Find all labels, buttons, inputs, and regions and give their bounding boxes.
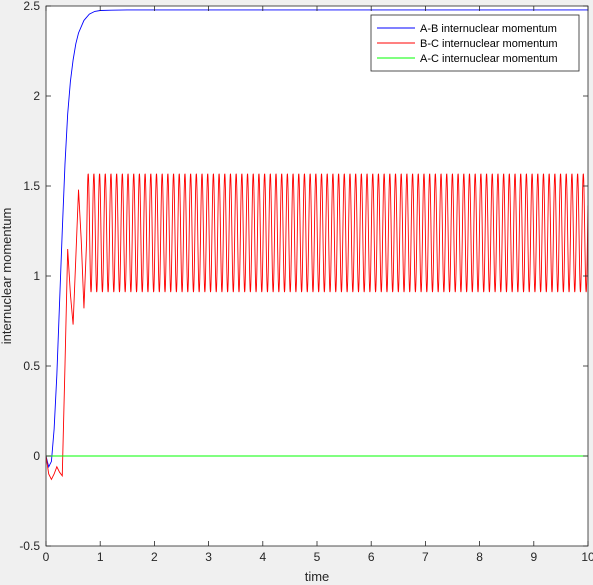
x-tick-label: 6 <box>368 550 375 564</box>
x-tick-label: 3 <box>205 550 212 564</box>
x-tick-label: 7 <box>422 550 429 564</box>
series-layer <box>46 9 588 481</box>
y-tick-label: 0 <box>33 449 40 463</box>
x-tick-label: 9 <box>530 550 537 564</box>
y-tick-label: 1 <box>33 269 40 283</box>
x-tick-label: 5 <box>314 550 321 564</box>
legend-entry: A-B internuclear momentum <box>420 23 557 35</box>
x-tick-label: 2 <box>151 550 158 564</box>
legend: A-B internuclear momentum B-C internuclea… <box>370 14 580 72</box>
x-tick-label: 0 <box>43 550 50 564</box>
y-tick-label: 0.5 <box>23 359 40 373</box>
series-line-2 <box>46 173 588 481</box>
y-axis-label: internuclear momentum <box>0 208 14 345</box>
x-tick-label: 10 <box>581 550 593 564</box>
series-line-1 <box>46 9 588 469</box>
x-tick-label: 4 <box>259 550 266 564</box>
y-tick-label: 2.5 <box>23 0 40 13</box>
axes: 0 1 2 3 4 5 6 7 8 9 10-0.500.511.522.5 A-B internu… <box>19 0 593 564</box>
ticks-layer: 0 1 2 3 4 5 6 7 8 9 10-0.500.511.522.5 <box>19 0 593 564</box>
x-tick-label: 8 <box>476 550 483 564</box>
y-tick-label: -0.5 <box>19 539 40 553</box>
legend-entry: B-C internuclear momentum <box>420 38 558 50</box>
x-tick-label: 1 <box>97 550 104 564</box>
y-tick-label: 2 <box>33 89 40 103</box>
legend-entry: A-C internuclear momentum <box>420 53 558 65</box>
x-axis-label: time <box>305 569 330 584</box>
y-tick-label: 1.5 <box>23 179 40 193</box>
